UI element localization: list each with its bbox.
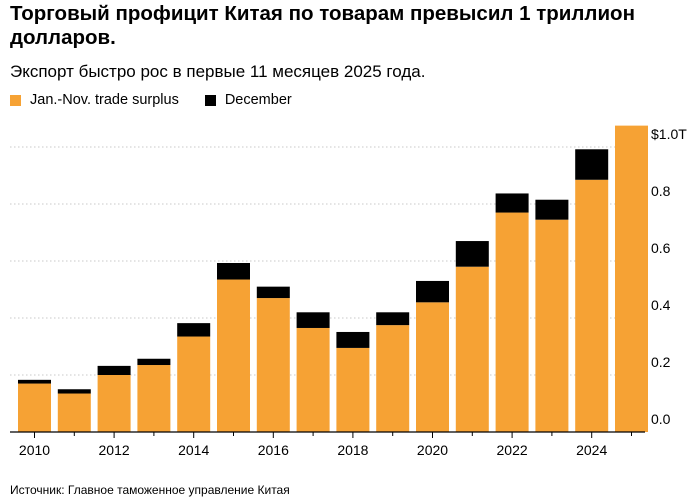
legend-label-jan-nov: Jan.-Nov. trade surplus — [30, 92, 179, 108]
y-tick-label: $1.0T — [651, 126, 687, 142]
chart-subtitle: Экспорт быстро рос в первые 11 месяцев 2… — [10, 62, 426, 81]
bar-jan-nov-2013 — [137, 365, 171, 432]
y-tick-label: 0.6 — [651, 240, 671, 256]
x-tick-label: 2018 — [337, 442, 368, 458]
bar-jan-nov-2025 — [615, 125, 648, 432]
x-tick-label: 2012 — [99, 442, 130, 458]
bar-december-2013 — [137, 358, 171, 366]
x-tick-label: 2010 — [19, 442, 50, 458]
x-tick-label: 2016 — [258, 442, 289, 458]
bar-december-2022 — [495, 193, 529, 213]
bar-december-2011 — [57, 389, 91, 394]
bar-december-2017 — [296, 312, 330, 328]
legend-swatch-december — [204, 94, 216, 106]
x-tick-label: 2024 — [576, 442, 607, 458]
source-note: Источник: Главное таможенное управление … — [10, 483, 290, 497]
bar-jan-nov-2016 — [256, 298, 290, 432]
legend-swatch-jan-nov — [10, 94, 21, 106]
bar-jan-nov-2017 — [296, 327, 330, 432]
bar-december-2012 — [97, 365, 131, 375]
legend-item-jan-nov: Jan.-Nov. trade surplus — [10, 92, 179, 108]
bar-december-2020 — [416, 280, 449, 303]
bar-jan-nov-2014 — [177, 336, 211, 432]
bar-december-2010 — [18, 379, 51, 384]
bar-jan-nov-2022 — [495, 212, 529, 432]
bar-december-2021 — [455, 241, 489, 267]
chart-title: Торговый профицит Китая по товарам превы… — [10, 2, 635, 49]
bar-jan-nov-2010 — [18, 383, 51, 432]
bar-december-2018 — [336, 331, 370, 348]
bar-jan-nov-2015 — [217, 279, 250, 432]
x-tick-label: 2022 — [497, 442, 528, 458]
bar-jan-nov-2020 — [416, 302, 449, 432]
bar-jan-nov-2021 — [455, 266, 489, 432]
bar-jan-nov-2018 — [336, 347, 370, 432]
y-tick-label: 0.2 — [651, 354, 671, 370]
legend: Jan.-Nov. trade surplus December — [10, 92, 318, 108]
bar-jan-nov-2023 — [535, 219, 569, 432]
x-tick-label: 2020 — [417, 442, 448, 458]
bar-december-2014 — [177, 323, 211, 337]
bar-jan-nov-2011 — [57, 393, 91, 432]
bar-december-2024 — [575, 149, 609, 180]
legend-item-december: December — [204, 92, 292, 108]
x-tick-label: 2014 — [178, 442, 209, 458]
y-tick-label: 0.4 — [651, 297, 671, 313]
bar-jan-nov-2012 — [97, 375, 131, 432]
y-tick-label: 0.8 — [651, 183, 671, 199]
bar-december-2019 — [376, 312, 410, 326]
bar-jan-nov-2019 — [376, 325, 410, 432]
bar-december-2023 — [535, 199, 569, 220]
bar-jan-nov-2024 — [575, 179, 609, 432]
y-tick-label: 0.0 — [651, 411, 671, 427]
bar-december-2016 — [256, 286, 290, 299]
legend-label-december: December — [224, 92, 292, 108]
bar-december-2015 — [217, 262, 250, 280]
